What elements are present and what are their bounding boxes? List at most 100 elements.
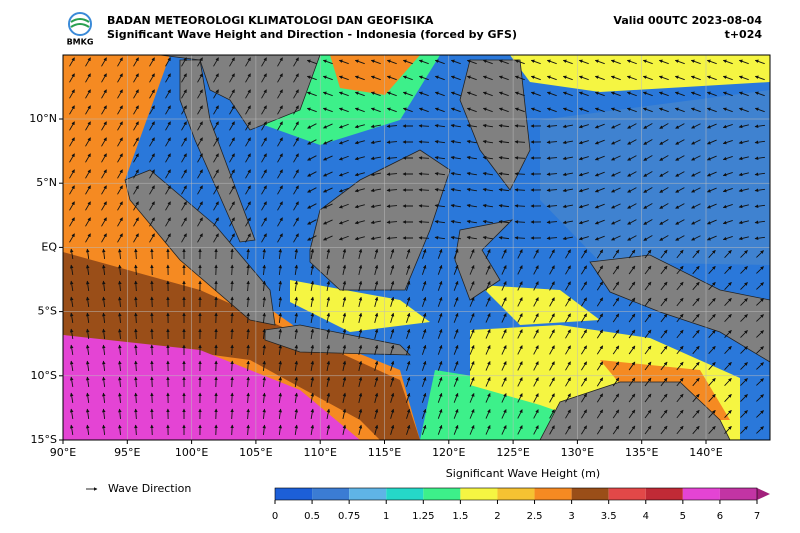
wave-arrow: [117, 201, 123, 211]
wave-arrow: [644, 265, 652, 275]
wave-arrow: [642, 75, 653, 81]
wave-arrow: [85, 328, 90, 340]
wave-arrow: [390, 328, 395, 339]
wave-arrow: [421, 328, 427, 339]
wave-arrow: [517, 313, 523, 323]
wave-arrow: [517, 281, 523, 291]
wave-arrow: [485, 313, 491, 323]
wave-arrow: [181, 233, 187, 243]
wave-arrow: [149, 201, 155, 211]
wave-arrow: [740, 314, 748, 322]
wave-arrow: [85, 233, 91, 243]
wave-arrow: [245, 217, 251, 227]
wave-arrow: [482, 107, 493, 113]
wave-arrow: [118, 296, 122, 308]
wave-arrow: [85, 424, 90, 436]
wave-arrow: [230, 360, 234, 372]
wave-arrow: [261, 169, 267, 179]
wave-arrow: [644, 249, 652, 259]
wave-arrow: [453, 264, 459, 275]
wave-arrow: [165, 105, 171, 115]
wave-arrow: [756, 362, 764, 370]
wave-arrow: [626, 107, 637, 113]
wave-arrow: [150, 408, 154, 420]
wave-arrow: [101, 121, 107, 131]
wave-arrow: [658, 91, 669, 97]
wave-arrow: [517, 329, 523, 339]
wave-arrow: [278, 312, 283, 324]
wave-arrow: [706, 171, 717, 177]
wave-arrow: [294, 328, 299, 340]
wave-arrow: [676, 281, 684, 291]
wave-arrow: [434, 155, 446, 160]
wave-arrow: [676, 393, 684, 403]
wave-arrow: [386, 236, 398, 240]
wave-arrow: [134, 392, 138, 404]
wave-arrow: [370, 172, 381, 177]
wave-arrow: [406, 328, 411, 339]
wave-arrow: [69, 185, 75, 195]
wave-arrow: [612, 249, 620, 259]
wave-arrow: [660, 425, 668, 435]
wave-arrow: [418, 107, 429, 113]
colorbar-segment: [349, 488, 387, 500]
wave-arrow: [437, 360, 443, 371]
wave-arrow: [628, 409, 636, 419]
wave-arrow: [69, 89, 75, 99]
wave-arrow: [466, 123, 478, 128]
wave-arrow: [453, 392, 459, 403]
wave-arrow: [278, 328, 283, 340]
wave-arrow: [323, 219, 333, 225]
wave-arrow: [358, 360, 363, 371]
wave-arrow: [533, 313, 539, 323]
wave-arrow: [453, 280, 459, 291]
wave-arrow: [501, 281, 507, 291]
wave-arrow: [659, 155, 669, 161]
wave-arrow: [230, 376, 234, 388]
wave-arrow: [627, 123, 637, 129]
wave-arrow: [390, 312, 395, 323]
colorbar-frame: [274, 487, 758, 501]
wave-arrow: [517, 345, 523, 355]
wave-arrow: [370, 156, 381, 161]
wave-arrow: [708, 313, 716, 323]
wave-arrow: [181, 169, 187, 179]
wave-arrow: [644, 409, 652, 419]
wave-arrow: [756, 250, 764, 258]
wave-arrow: [482, 91, 493, 97]
wave-arrow: [659, 235, 669, 241]
wave-arrow: [85, 392, 90, 404]
wave-arrow: [386, 188, 398, 192]
colorbar-segment: [312, 488, 350, 500]
wave-arrow: [706, 139, 717, 145]
wave-arrow: [101, 248, 106, 260]
wave-arrow: [229, 217, 235, 227]
wave-arrow: [562, 236, 573, 241]
wave-arrow: [676, 297, 684, 307]
wave-arrow: [118, 280, 122, 292]
wave-arrow: [453, 328, 459, 339]
wave-arrow: [69, 105, 75, 115]
wave-arrow: [69, 153, 75, 163]
wave-arrow: [533, 377, 539, 387]
wave-arrow: [262, 264, 266, 276]
wave-arrow: [628, 281, 636, 291]
wave-arrow: [322, 59, 333, 65]
wave-arrow: [213, 105, 219, 115]
wave-arrow: [754, 124, 766, 129]
wave-arrow: [660, 313, 668, 323]
wave-arrow: [628, 265, 636, 275]
wave-arrow: [358, 344, 363, 355]
wave-arrow: [418, 236, 430, 240]
wave-arrow: [246, 296, 250, 308]
wave-arrow: [165, 169, 171, 179]
wave-arrow: [580, 361, 588, 371]
wave-arrow: [706, 187, 717, 193]
wave-arrow: [307, 187, 317, 193]
wave-arrow: [437, 248, 443, 259]
wave-arrow: [69, 57, 75, 67]
wave-arrow: [485, 425, 491, 435]
wave-arrow: [530, 75, 541, 81]
wave-arrow: [501, 425, 507, 435]
